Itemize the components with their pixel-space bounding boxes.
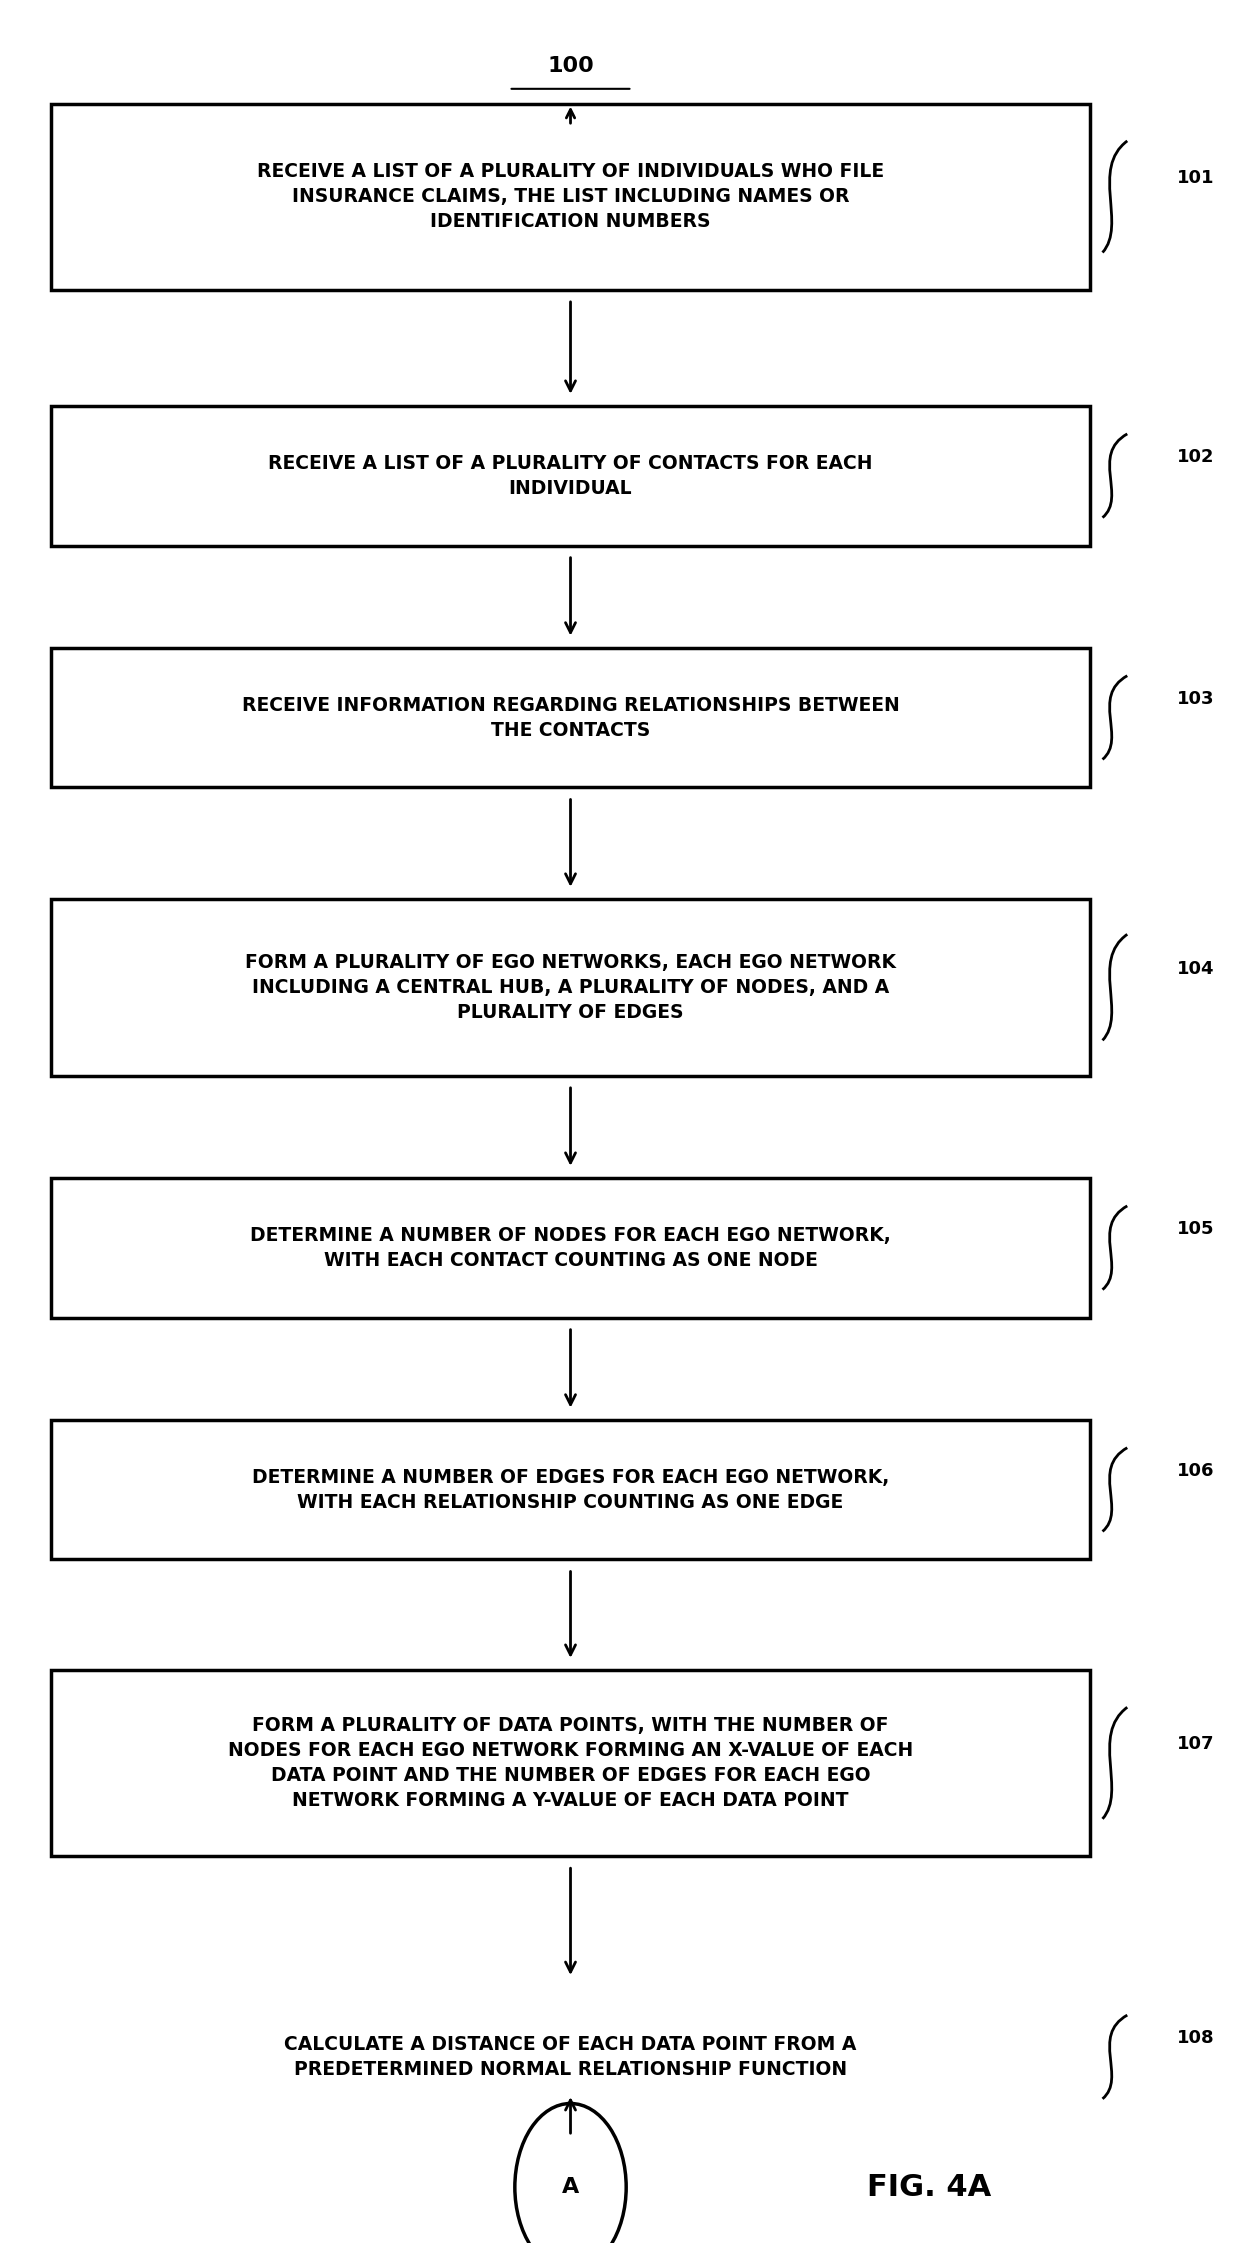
FancyBboxPatch shape	[51, 1987, 1090, 2126]
Text: 105: 105	[1177, 1220, 1214, 1238]
FancyBboxPatch shape	[51, 1671, 1090, 1855]
FancyBboxPatch shape	[51, 406, 1090, 545]
FancyBboxPatch shape	[51, 103, 1090, 289]
FancyBboxPatch shape	[51, 1420, 1090, 1559]
Text: FIG. 4A: FIG. 4A	[867, 2173, 992, 2203]
Text: 104: 104	[1177, 960, 1214, 978]
Text: RECEIVE A LIST OF A PLURALITY OF CONTACTS FOR EACH
INDIVIDUAL: RECEIVE A LIST OF A PLURALITY OF CONTACT…	[268, 453, 873, 498]
Text: DETERMINE A NUMBER OF EDGES FOR EACH EGO NETWORK,
WITH EACH RELATIONSHIP COUNTIN: DETERMINE A NUMBER OF EDGES FOR EACH EGO…	[252, 1467, 889, 1512]
Text: RECEIVE A LIST OF A PLURALITY OF INDIVIDUALS WHO FILE
INSURANCE CLAIMS, THE LIST: RECEIVE A LIST OF A PLURALITY OF INDIVID…	[257, 161, 884, 231]
Circle shape	[515, 2104, 626, 2243]
Text: 108: 108	[1177, 2030, 1214, 2048]
Text: 107: 107	[1177, 1736, 1214, 1754]
Text: 102: 102	[1177, 449, 1214, 467]
Text: FORM A PLURALITY OF DATA POINTS, WITH THE NUMBER OF
NODES FOR EACH EGO NETWORK F: FORM A PLURALITY OF DATA POINTS, WITH TH…	[228, 1716, 913, 1810]
FancyBboxPatch shape	[51, 648, 1090, 787]
Text: 103: 103	[1177, 691, 1214, 709]
Text: RECEIVE INFORMATION REGARDING RELATIONSHIPS BETWEEN
THE CONTACTS: RECEIVE INFORMATION REGARDING RELATIONSH…	[242, 695, 899, 740]
Text: 100: 100	[547, 56, 594, 76]
FancyBboxPatch shape	[51, 899, 1090, 1077]
FancyBboxPatch shape	[51, 1178, 1090, 1317]
Text: 101: 101	[1177, 168, 1214, 186]
Text: CALCULATE A DISTANCE OF EACH DATA POINT FROM A
PREDETERMINED NORMAL RELATIONSHIP: CALCULATE A DISTANCE OF EACH DATA POINT …	[284, 2034, 857, 2079]
Text: FORM A PLURALITY OF EGO NETWORKS, EACH EGO NETWORK
INCLUDING A CENTRAL HUB, A PL: FORM A PLURALITY OF EGO NETWORKS, EACH E…	[246, 953, 897, 1023]
Text: A: A	[562, 2178, 579, 2198]
Text: 106: 106	[1177, 1462, 1214, 1480]
Text: DETERMINE A NUMBER OF NODES FOR EACH EGO NETWORK,
WITH EACH CONTACT COUNTING AS : DETERMINE A NUMBER OF NODES FOR EACH EGO…	[250, 1225, 890, 1270]
